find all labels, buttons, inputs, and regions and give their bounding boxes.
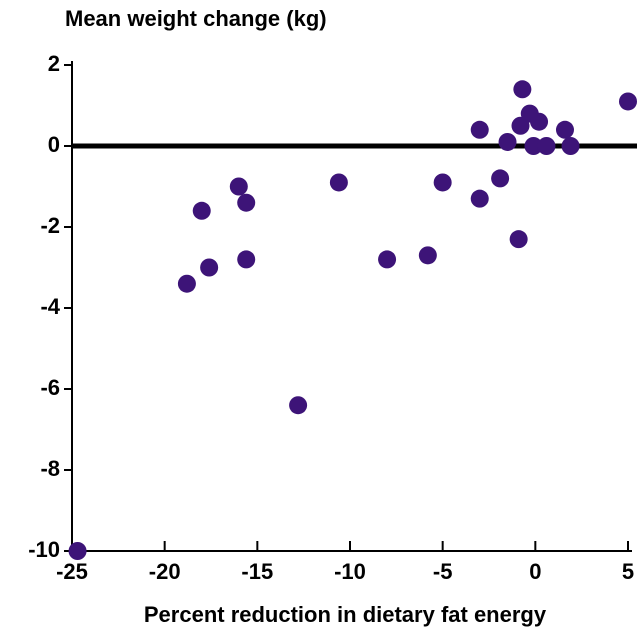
point [329, 173, 348, 192]
point [470, 189, 489, 208]
point [192, 201, 211, 220]
x-tick-label: 0 [529, 559, 541, 584]
point [418, 246, 437, 265]
point [200, 258, 219, 277]
point [498, 132, 517, 151]
point [561, 137, 580, 155]
x-axis-label: Percent reduction in dietary fat energy [144, 602, 547, 627]
x-tick-label: -15 [241, 559, 273, 584]
x-tick-label: 5 [622, 559, 634, 584]
point [68, 542, 87, 560]
point [530, 112, 549, 131]
y-tick-label: 2 [48, 51, 60, 76]
point [433, 173, 452, 192]
x-tick-label: -20 [149, 559, 181, 584]
x-tick-label: -5 [433, 559, 453, 584]
y-tick-label: 0 [48, 132, 60, 157]
point [237, 193, 256, 212]
y-tick-label: -6 [40, 375, 60, 400]
point [513, 80, 532, 99]
point [237, 250, 256, 269]
y-tick-label: -8 [40, 456, 60, 481]
x-tick-label: -10 [334, 559, 366, 584]
point [524, 137, 543, 155]
y-tick-label: -2 [40, 213, 60, 238]
point [289, 396, 308, 415]
point [491, 169, 510, 188]
point [537, 137, 556, 155]
point [511, 116, 530, 135]
y-axis-label: Mean weight change (kg) [65, 6, 327, 31]
y-tick-label: -10 [28, 537, 60, 562]
point [378, 250, 397, 269]
point [555, 120, 574, 139]
x-tick-label: -25 [56, 559, 88, 584]
point [470, 120, 489, 139]
point [229, 177, 248, 196]
point [619, 92, 637, 111]
y-tick-label: -4 [40, 294, 60, 319]
point [509, 230, 528, 249]
point [177, 274, 196, 293]
